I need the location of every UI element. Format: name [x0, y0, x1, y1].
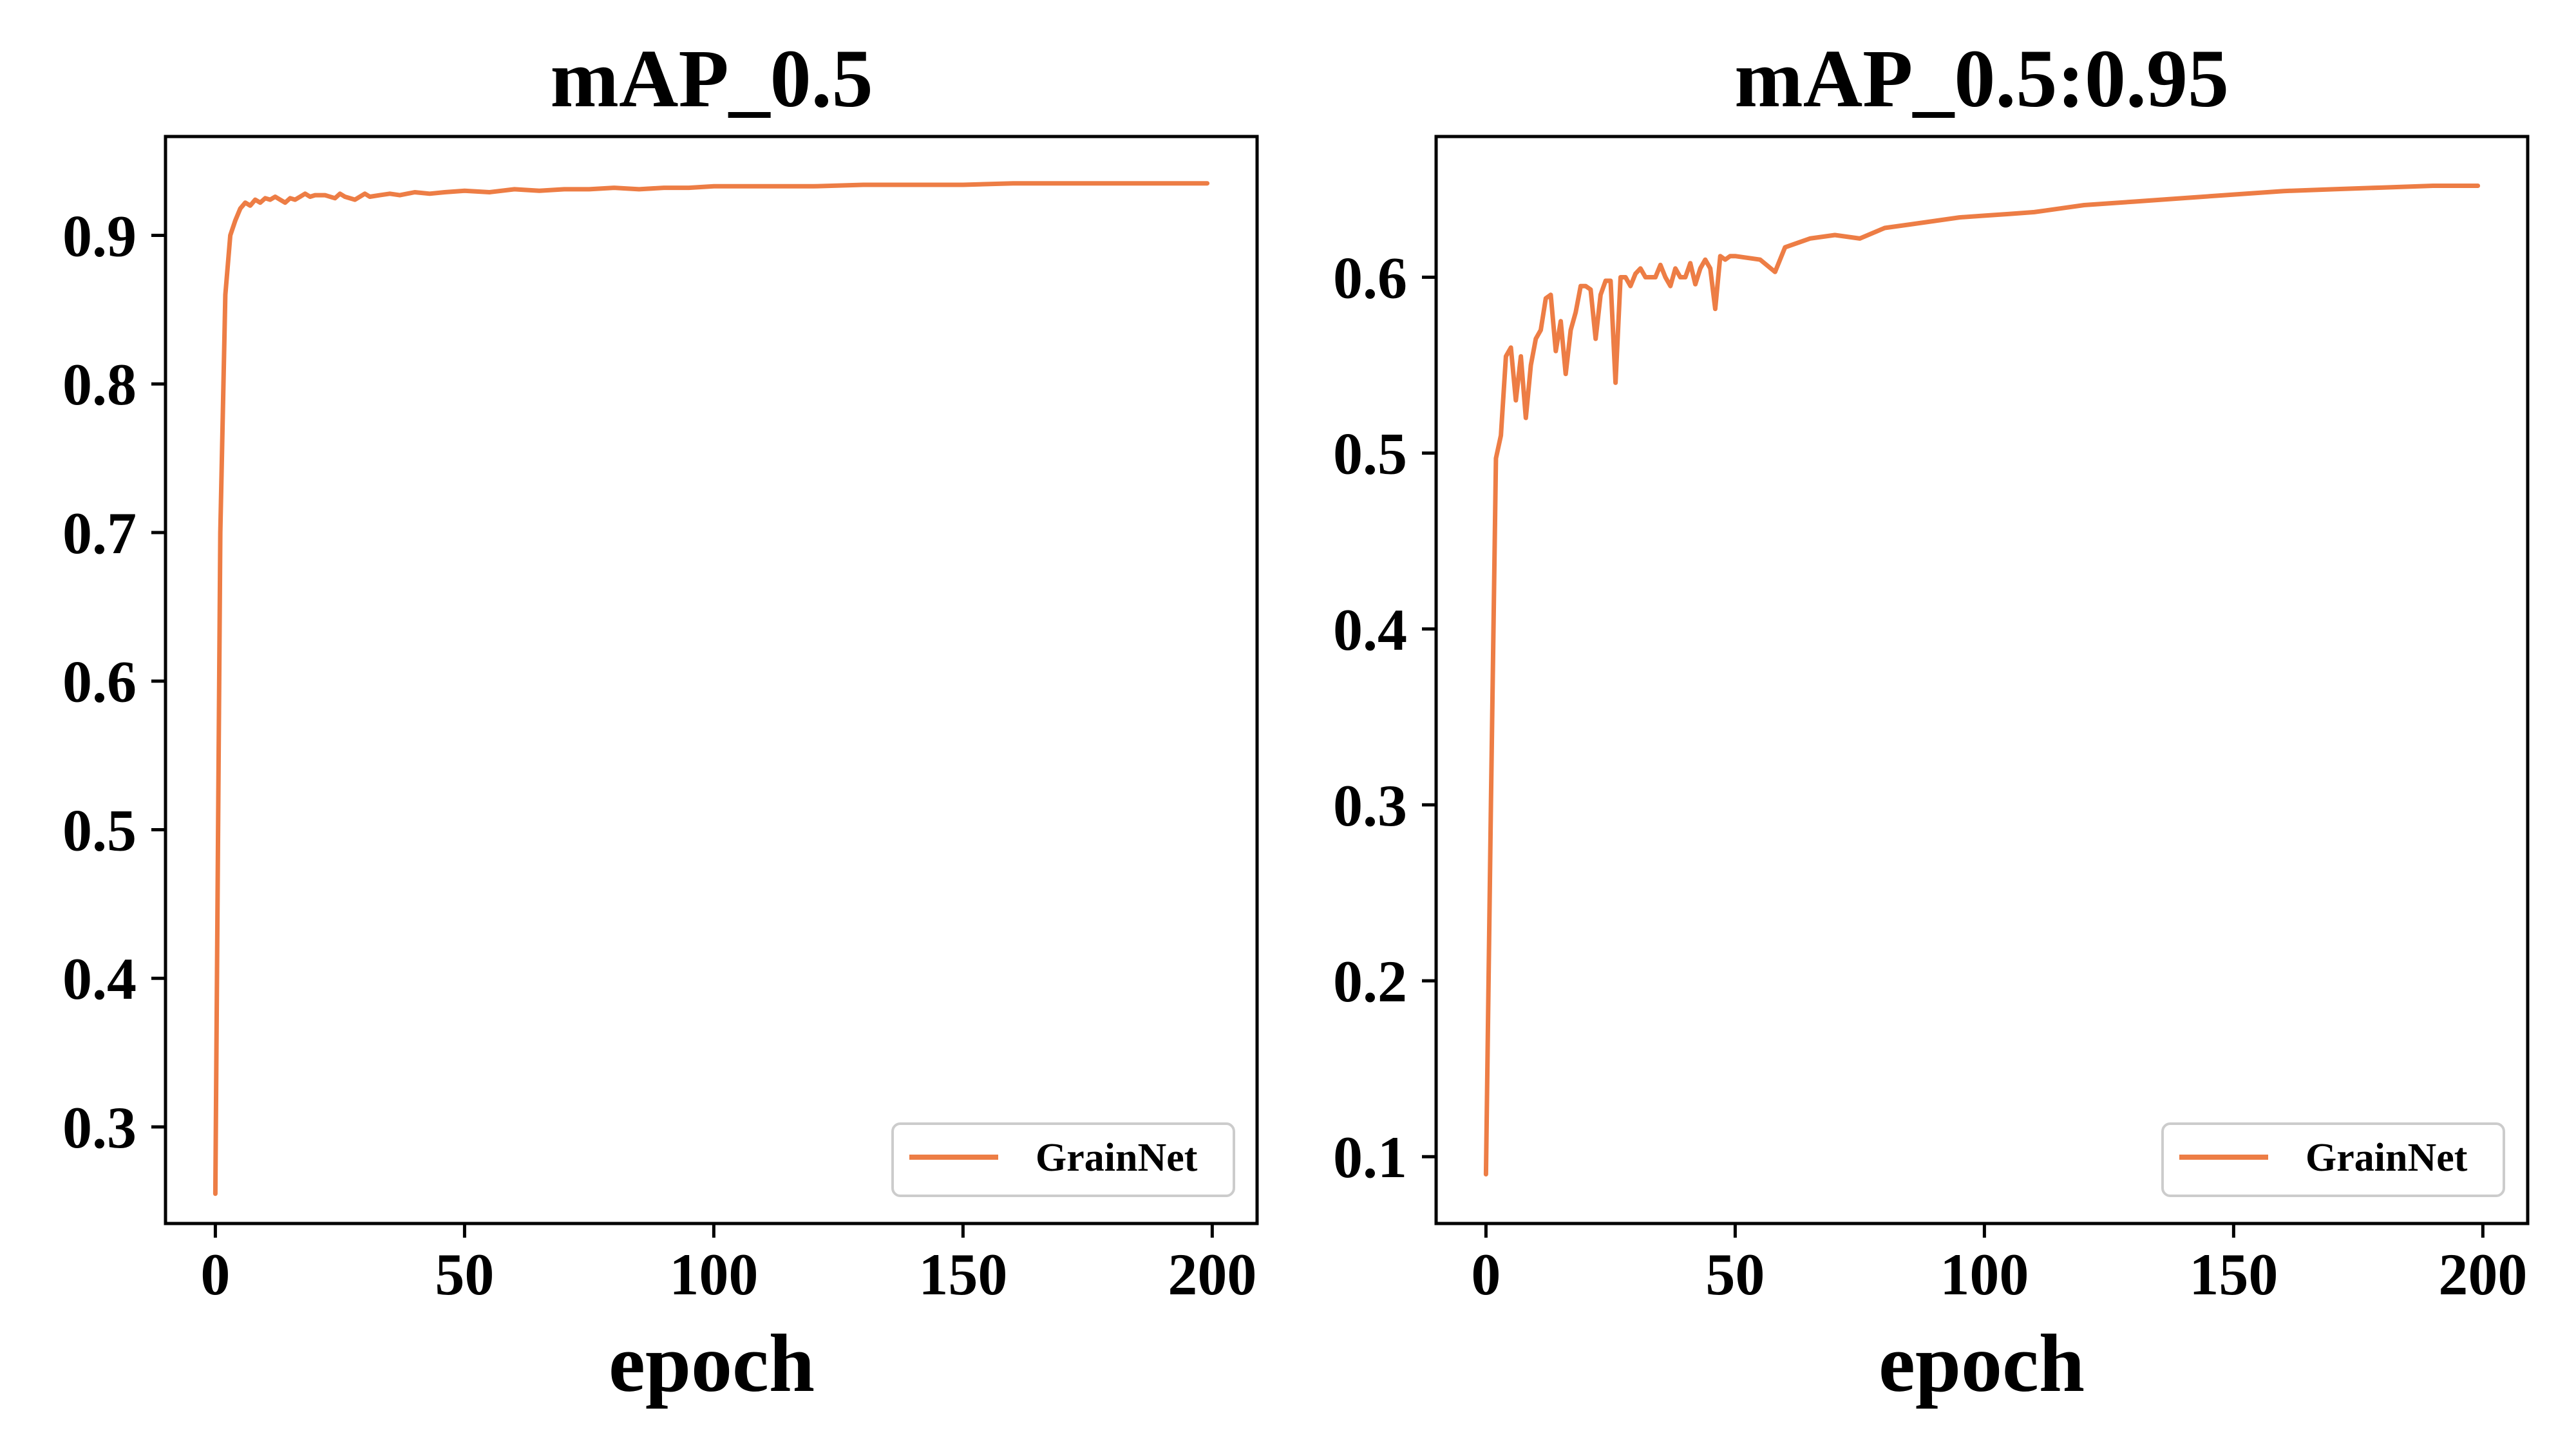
y-tick-label: 0.1	[1333, 1124, 1407, 1190]
axis-ticks: 0 50 100 150 200 0.1 0.2 0.3 0.4 0.5 0.6	[1333, 245, 2527, 1307]
x-tick-label: 200	[2438, 1242, 2527, 1307]
y-tick-label: 0.4	[62, 946, 137, 1012]
legend-label-grainnet: GrainNet	[2306, 1136, 2468, 1180]
y-tick-label: 0.2	[1333, 949, 1407, 1014]
x-axis-label: epoch	[1879, 1318, 2085, 1409]
legend: GrainNet	[2161, 1122, 2505, 1197]
y-tick-label: 0.6	[62, 649, 137, 715]
series-line-grainnet	[213, 181, 1210, 1196]
plot-frame	[1434, 135, 2530, 1225]
legend: GrainNet	[891, 1122, 1235, 1197]
x-tick-label: 100	[669, 1242, 758, 1307]
chart-title: mAP_0.5	[550, 33, 873, 124]
x-tick-label: 0	[200, 1242, 230, 1307]
chart-panel-map-0-5-0-95: mAP_0.5:0.95 0 50 100 150 200 0.1 0.2 0.3 0.4 0.5…	[1333, 33, 2530, 1409]
x-tick-label: 200	[1168, 1242, 1256, 1307]
x-tick-label: 50	[435, 1242, 494, 1307]
x-tick-label: 150	[2189, 1242, 2278, 1307]
x-tick-label: 50	[1705, 1242, 1765, 1307]
y-tick-label: 0.4	[1333, 597, 1407, 663]
y-tick-label: 0.7	[62, 500, 137, 566]
legend-box	[2161, 1122, 2505, 1197]
x-tick-label: 100	[1940, 1242, 2029, 1307]
legend-label-grainnet: GrainNet	[1036, 1136, 1198, 1180]
y-tick-label: 0.6	[1333, 245, 1407, 311]
x-tick-label: 0	[1471, 1242, 1501, 1307]
axis-ticks: 0 50 100 150 200 0.3 0.4 0.5 0.6 0.7 0.8 0.9	[62, 203, 1256, 1307]
y-tick-label: 0.3	[62, 1095, 137, 1160]
y-tick-label: 0.5	[62, 797, 137, 863]
y-tick-label: 0.8	[62, 352, 137, 417]
legend-box	[891, 1122, 1235, 1197]
y-tick-label: 0.3	[1333, 773, 1407, 838]
chart-panel-map-0-5: mAP_0.5 0 50 100 150 200 0.3 0.4 0.5 0.6 0.7 0.8 0.…	[62, 33, 1259, 1409]
x-axis-label: epoch	[609, 1318, 815, 1409]
series-line-grainnet	[1483, 184, 2481, 1176]
chart-title: mAP_0.5:0.95	[1734, 33, 2229, 124]
y-tick-label: 0.5	[1333, 421, 1407, 487]
y-tick-label: 0.9	[62, 203, 137, 269]
x-tick-label: 150	[918, 1242, 1007, 1307]
